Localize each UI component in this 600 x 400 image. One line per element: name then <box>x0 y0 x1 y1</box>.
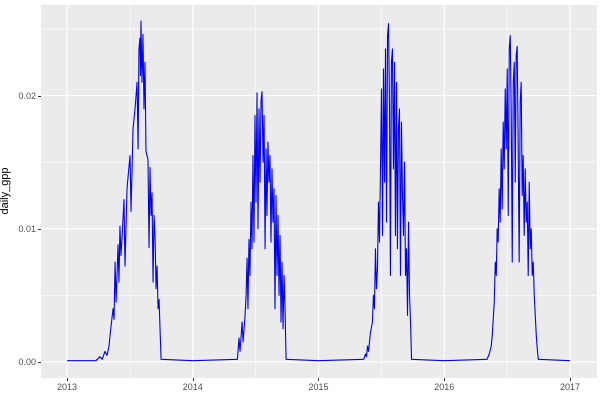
line-chart-svg <box>41 5 597 378</box>
gpp-line-series <box>67 20 570 362</box>
x-tick-label: 2016 <box>434 382 455 392</box>
plot-panel <box>41 5 597 378</box>
y-tick-mark <box>38 362 41 363</box>
y-tick-label: 0.01 <box>18 223 36 234</box>
x-tick-label: 2013 <box>57 382 78 392</box>
x-tick-label: 2015 <box>308 382 329 392</box>
x-tick-label: 2017 <box>559 382 580 392</box>
x-tick-mark <box>192 378 194 381</box>
x-tick-mark <box>569 378 571 381</box>
x-tick-mark <box>318 378 320 381</box>
y-tick-label: 0.00 <box>18 357 36 367</box>
y-tick-mark <box>38 228 41 230</box>
x-tick-label: 2014 <box>182 382 203 392</box>
y-tick-mark <box>38 95 41 97</box>
x-tick-mark <box>67 378 69 381</box>
y-tick-label: 0.02 <box>18 90 36 101</box>
y-axis-title-text: daily_gpp <box>0 167 11 215</box>
x-tick-mark <box>444 378 446 381</box>
